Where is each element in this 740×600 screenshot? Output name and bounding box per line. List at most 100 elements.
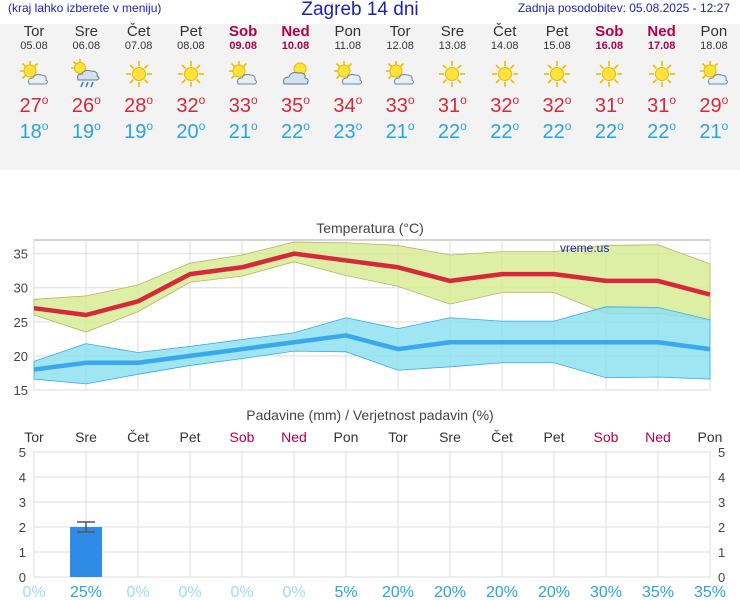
day-date: 08.08 [177, 40, 205, 52]
max-temp: 31o [647, 93, 677, 117]
y-tick-label-right: 2 [718, 520, 725, 535]
cloud-sun-icon [270, 57, 322, 91]
y-tick-label: 25 [14, 315, 28, 330]
y-tick-label-left: 5 [19, 445, 26, 460]
sun-icon [113, 57, 165, 91]
y-tick-label: 15 [14, 383, 28, 395]
day-column: Tor 12.08 33o 21o [374, 24, 426, 147]
sun-icon [531, 57, 583, 91]
y-tick-label-right: 5 [718, 445, 725, 460]
probability-label: 35% [642, 584, 674, 600]
min-temp: 19o [71, 119, 101, 143]
x-tick-label: Pet [543, 429, 564, 445]
sun-cloud-rain-icon [60, 57, 112, 91]
day-date: 16.08 [595, 40, 624, 52]
day-name: Pon [700, 23, 728, 40]
day-date: 05.08 [20, 40, 48, 52]
probability-label: 0% [22, 584, 45, 600]
y-tick-label: 30 [14, 281, 28, 296]
x-tick-label: Sre [439, 429, 461, 445]
sun-icon [426, 57, 478, 91]
max-temp: 27o [19, 93, 49, 117]
probability-label: 25% [70, 584, 102, 600]
max-temp: 29o [699, 93, 729, 117]
day-date: 07.08 [124, 40, 153, 52]
min-temp: 22o [281, 119, 310, 143]
temp-series-line [33, 251, 711, 318]
probability-label: 20% [434, 584, 466, 600]
header: (kraj lahko izberete v meniju) Zagreb 14… [0, 0, 740, 22]
probability-label: 20% [382, 584, 414, 600]
max-temp: 33o [385, 93, 415, 117]
temp-series-line [33, 333, 711, 372]
y-tick-label-left: 3 [19, 495, 26, 510]
day-column: Pet 15.08 32o 22o [531, 24, 583, 147]
x-tick-label: Čet [491, 429, 513, 445]
max-temp: 28o [124, 93, 154, 117]
y-tick-label-left: 0 [19, 570, 26, 585]
probability-label: 20% [486, 584, 518, 600]
day-name: Ned [647, 23, 676, 40]
day-column: Tor 05.08 27o 18o [8, 24, 60, 147]
daily-forecast-strip [0, 24, 740, 170]
probability-label: 20% [538, 584, 570, 600]
x-tick-label: Sre [75, 429, 97, 445]
probability-label: 0% [282, 584, 305, 600]
max-temp: 32o [542, 93, 572, 117]
day-name: Tor [389, 23, 411, 40]
day-date: 12.08 [386, 40, 414, 52]
max-temp: 31o [437, 93, 467, 117]
day-date: 06.08 [72, 40, 101, 52]
day-date: 17.08 [647, 40, 676, 52]
sun-icon [583, 57, 635, 91]
day-name: Sob [229, 23, 258, 40]
sun-cloud-icon [322, 57, 374, 91]
min-temp: 22o [437, 119, 467, 143]
x-tick-label: Tor [24, 429, 44, 445]
page-title: Zagreb 14 dni [301, 0, 419, 20]
temperature-chart: Temperatura (°C) 15 20 25 30 35 vreme.us [14, 220, 711, 395]
day-column: Ned 17.08 31o 22o [636, 24, 688, 147]
min-temp: 22o [594, 119, 624, 143]
day-date: 13.08 [438, 40, 467, 52]
min-temp: 22o [542, 119, 572, 143]
chart-title: Temperatura (°C) [316, 220, 424, 236]
watermark: vreme.us [560, 241, 609, 255]
x-tick-label: Ned [281, 429, 307, 445]
day-column: Ned 10.08 35o 22o [270, 24, 322, 147]
max-temp: 33o [228, 93, 258, 117]
min-temp: 19o [124, 119, 154, 143]
precip-bar [70, 527, 102, 577]
probability-label: 30% [590, 584, 622, 600]
min-temp: 21o [699, 119, 729, 143]
max-temp: 26o [71, 93, 101, 117]
last-update: Zadnja posodobitev: 05.08.2025 - 12:27 [517, 1, 730, 15]
min-temp: 22o [490, 119, 520, 143]
min-temp: 21o [385, 119, 415, 143]
x-tick-label: Pet [179, 429, 200, 445]
day-column: Sob 09.08 33o 21o [217, 24, 269, 147]
max-temp: 32o [490, 93, 520, 117]
y-tick-label-right: 4 [718, 470, 725, 485]
sun-icon [479, 57, 531, 91]
probability-label: 5% [334, 584, 357, 600]
day-date: 11.08 [334, 40, 362, 52]
day-name: Ned [281, 23, 310, 40]
y-tick-label-right: 1 [718, 545, 725, 560]
y-tick-label-left: 2 [19, 520, 26, 535]
day-name: Sob [595, 23, 624, 40]
precipitation-chart: Padavine (mm) / Verjetnost padavin (%) To… [19, 407, 726, 600]
sun-cloud-icon [374, 57, 426, 91]
day-column: Čet 07.08 28o 19o [113, 24, 165, 147]
day-column: Sre 13.08 31o 22o [426, 24, 478, 147]
day-column: Pet 08.08 32o 20o [165, 24, 217, 147]
max-temp: 34o [333, 93, 363, 117]
sun-cloud-icon [8, 57, 60, 91]
day-name: Čet [126, 23, 151, 40]
probability-label: 0% [178, 584, 201, 600]
day-column: Sob 16.08 31o 22o [583, 24, 635, 147]
x-tick-label: Čet [127, 429, 149, 445]
day-date: 09.08 [229, 40, 257, 52]
location-hint[interactable]: (kraj lahko izberete v meniju) [8, 1, 162, 15]
y-tick-label-left: 1 [19, 545, 26, 560]
